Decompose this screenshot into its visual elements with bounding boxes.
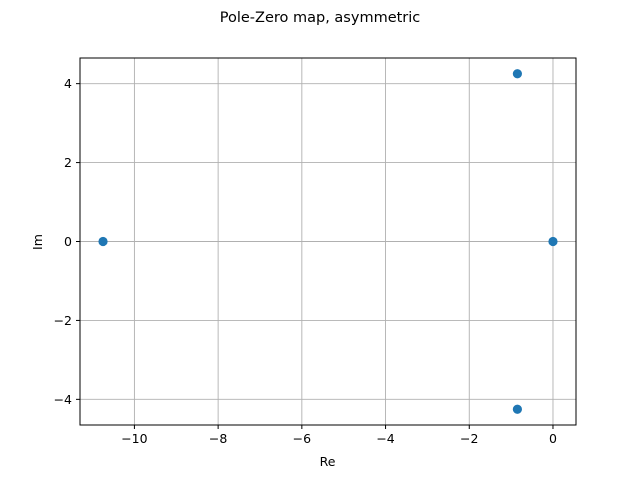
x-axis-label: Re — [320, 454, 336, 469]
y-tick-label: −2 — [54, 313, 72, 328]
x-tick-label: −10 — [121, 431, 147, 446]
chart-title: Pole-Zero map, asymmetric — [220, 10, 421, 26]
y-tick-label: 4 — [64, 76, 72, 91]
pole-zero-point — [512, 404, 523, 414]
pole-zero-point — [548, 236, 558, 247]
data-points — [98, 69, 558, 414]
y-tick-label: −4 — [54, 392, 72, 407]
x-tick-label: −6 — [293, 431, 311, 446]
x-tick-label: −8 — [209, 431, 227, 446]
x-tick-label: 0 — [549, 431, 557, 446]
pole-zero-point — [512, 69, 523, 79]
y-tick-label: 0 — [64, 234, 72, 249]
pole-zero-point — [98, 236, 108, 247]
y-axis-label: Im — [30, 234, 45, 250]
axis-ticks: −10 −8 −6 −4 −2 0 −4 −2 0 2 4 — [54, 76, 557, 446]
x-tick-label: −2 — [460, 431, 478, 446]
x-tick-label: −4 — [376, 431, 394, 446]
y-tick-label: 2 — [64, 155, 72, 170]
